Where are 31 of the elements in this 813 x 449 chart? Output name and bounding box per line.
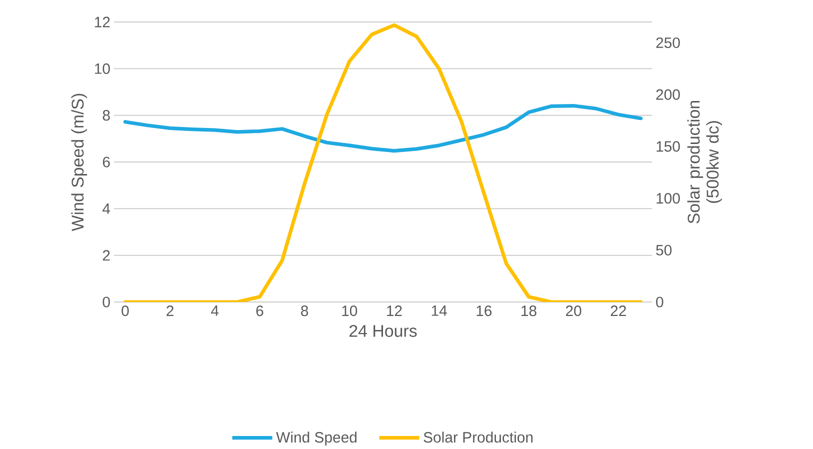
x-tick-label: 16 (476, 306, 492, 316)
x-tick-label: 6 (256, 306, 264, 316)
legend-label: Wind Speed (276, 432, 356, 446)
y2-tick-label: 0 (656, 296, 664, 308)
y2-axis-title: Solar production (500kw dc) (687, 100, 722, 224)
y-tick-label: 8 (102, 110, 110, 121)
y2-tick-label: 200 (656, 89, 680, 100)
y-tick-label: 10 (95, 63, 110, 74)
y2-tick-label: 50 (656, 244, 672, 256)
x-tick-label: 0 (122, 306, 129, 316)
x-tick-label: 20 (566, 306, 582, 316)
x-tick-label: 14 (432, 306, 447, 316)
x-tick-label: 8 (301, 306, 308, 316)
y-tick-label: 0 (102, 296, 110, 308)
x-tick-label: 12 (387, 306, 402, 316)
x-tick-label: 18 (522, 306, 536, 316)
y-tick-label: 4 (102, 204, 110, 214)
y2-tick-label: 150 (656, 141, 680, 152)
line-series (123, 104, 643, 153)
x-tick-label: 2 (166, 306, 174, 316)
y-tick-label: 6 (102, 156, 110, 168)
y2-tick-label: 100 (656, 193, 680, 204)
x-tick-label: 10 (342, 306, 358, 316)
legend-label: Solar Production (424, 432, 533, 443)
x-tick-label: 4 (211, 306, 219, 316)
x-tick-label: 22 (610, 306, 626, 316)
y2-tick-label: 250 (656, 37, 680, 48)
x-axis-title: 24 Hours (350, 324, 417, 337)
y-axis-title: Wind Speed (m/S) (71, 94, 88, 232)
y-tick-label: 12 (95, 16, 110, 28)
y-tick-label: 2 (102, 250, 110, 261)
